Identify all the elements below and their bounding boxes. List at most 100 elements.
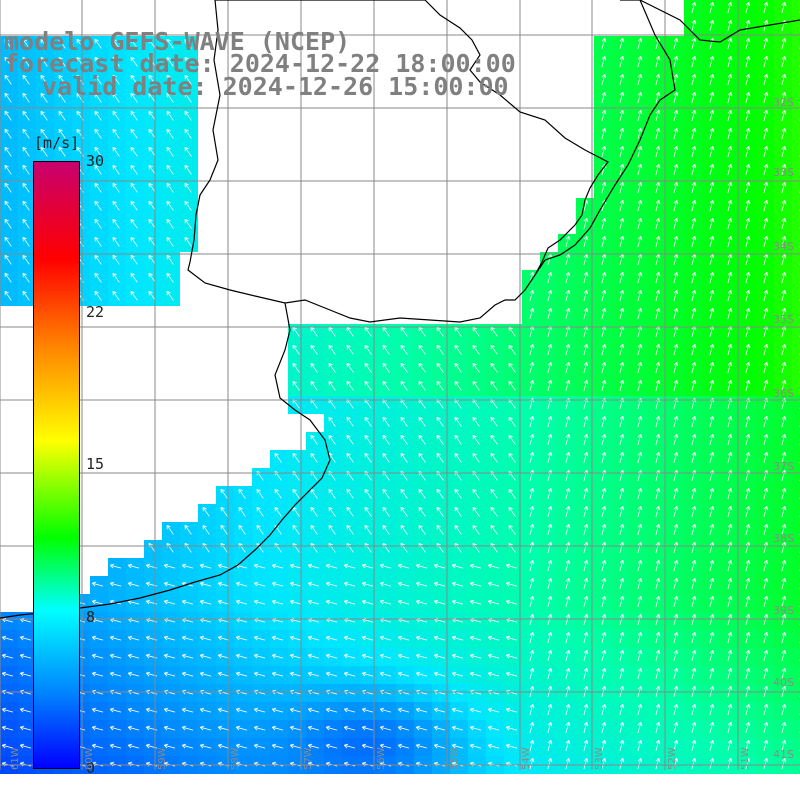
wind-arrow	[454, 344, 462, 355]
wind-arrow	[601, 343, 607, 356]
wind-cell	[792, 612, 800, 630]
wind-arrow	[547, 523, 553, 536]
wind-arrow	[727, 127, 733, 140]
wind-arrow	[745, 757, 751, 770]
wind-arrow	[601, 181, 607, 194]
wind-arrow	[112, 272, 120, 283]
wind-arrow	[709, 505, 715, 518]
wind-arrow	[637, 307, 643, 320]
wind-arrow	[418, 488, 426, 499]
wind-arrow	[163, 599, 176, 605]
wind-arrow	[166, 110, 174, 121]
wind-cell	[792, 396, 800, 414]
wind-arrow	[583, 505, 589, 518]
wind-arrow	[490, 542, 498, 553]
wind-arrow	[307, 707, 320, 713]
wind-arrow	[91, 743, 104, 749]
wind-arrow	[691, 37, 697, 50]
wind-arrow	[328, 362, 336, 373]
wind-arrow	[397, 599, 410, 605]
wind-arrow	[601, 505, 607, 518]
wind-arrow	[565, 415, 571, 428]
wind-arrow	[487, 635, 500, 641]
wind-arrow	[709, 649, 715, 662]
wind-arrow	[364, 362, 372, 373]
wind-arrow	[436, 344, 444, 355]
wind-arrow	[361, 563, 374, 569]
wind-arrow	[130, 254, 138, 265]
wind-arrow	[469, 599, 482, 605]
wind-arrow	[415, 563, 428, 569]
lat-lon-grid	[0, 0, 800, 770]
wind-arrow	[691, 433, 697, 446]
wind-arrow	[709, 109, 715, 122]
wind-arrow	[364, 344, 372, 355]
wind-arrow	[547, 703, 553, 716]
wind-arrow	[490, 326, 498, 337]
wind-arrow	[565, 721, 571, 734]
wind-arrow	[181, 671, 194, 677]
wind-arrow	[364, 524, 372, 535]
wind-arrow	[655, 343, 661, 356]
wind-arrow	[709, 55, 715, 68]
wind-arrow	[727, 613, 733, 626]
wind-arrow	[94, 200, 102, 211]
wind-arrow	[4, 236, 12, 247]
wind-arrow	[40, 38, 48, 49]
wind-arrow	[691, 1, 697, 14]
wind-arrow	[310, 362, 318, 373]
wind-arrow	[763, 307, 769, 320]
wind-arrow	[415, 707, 428, 713]
wind-arrow	[547, 559, 553, 572]
wind-arrow	[601, 253, 607, 266]
wind-arrow	[166, 290, 174, 301]
wind-arrow	[601, 613, 607, 626]
wind-arrow	[235, 671, 248, 677]
wind-arrow	[763, 613, 769, 626]
wind-arrow	[436, 542, 444, 553]
lon-label: 55W	[449, 747, 460, 770]
wind-arrow	[469, 743, 482, 749]
wind-arrow	[4, 272, 12, 283]
wind-arrow	[673, 415, 679, 428]
wind-arrow	[148, 38, 156, 49]
wind-arrow	[382, 362, 390, 373]
wind-arrow	[91, 635, 104, 641]
wind-arrow	[565, 505, 571, 518]
wind-arrow	[217, 635, 230, 641]
lat-label: 39S	[773, 604, 794, 617]
wind-arrow	[601, 145, 607, 158]
wind-arrow	[727, 433, 733, 446]
wind-arrow	[112, 56, 120, 67]
wind-arrow	[19, 707, 32, 713]
wind-arrow	[472, 326, 480, 337]
wind-arrow	[325, 635, 338, 641]
wind-arrow	[418, 452, 426, 463]
wind-arrow	[745, 199, 751, 212]
wind-arrow	[745, 433, 751, 446]
wind-arrow	[619, 235, 625, 248]
wind-arrow	[709, 595, 715, 608]
wind-arrow	[727, 19, 733, 32]
wind-arrow	[184, 56, 192, 67]
wind-arrow	[472, 452, 480, 463]
wind-arrow	[655, 433, 661, 446]
wind-arrow	[199, 653, 212, 659]
wind-cell	[792, 576, 800, 594]
wind-arrow	[94, 182, 102, 193]
wind-arrow	[637, 253, 643, 266]
wind-cell	[792, 450, 800, 468]
wind-arrow	[673, 109, 679, 122]
wind-arrow	[529, 361, 535, 374]
wind-arrow	[601, 37, 607, 50]
wind-arrow	[763, 739, 769, 752]
wind-arrow	[22, 200, 30, 211]
wind-arrow	[490, 488, 498, 499]
wind-arrow	[235, 743, 248, 749]
wind-arrow	[292, 524, 300, 535]
wind-arrow	[238, 524, 246, 535]
wind-arrow	[547, 577, 553, 590]
wind-arrow	[1, 725, 14, 731]
wind-arrow	[364, 434, 372, 445]
